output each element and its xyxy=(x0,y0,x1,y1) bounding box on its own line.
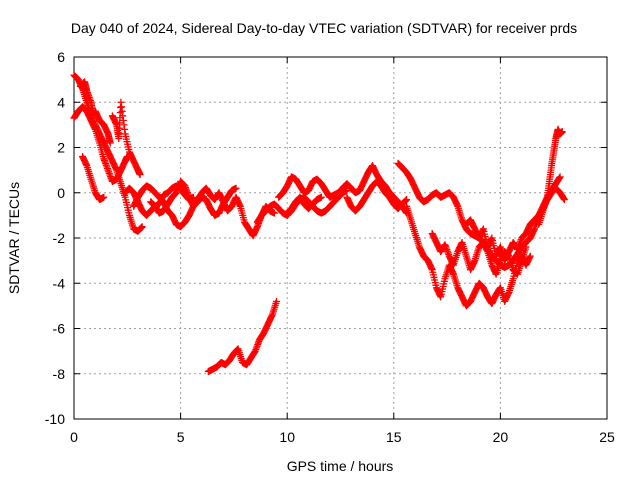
axis-ticks: 0 5 10 15 20 25 -10 -8 -6 -4 -2 0 2 4 6 xyxy=(45,49,615,445)
y-tick-label: -2 xyxy=(53,230,66,246)
data-point xyxy=(136,171,144,179)
data-point xyxy=(317,193,325,201)
data-point xyxy=(189,193,197,201)
data-point xyxy=(343,186,351,194)
series-track-6 xyxy=(108,98,144,179)
data-point xyxy=(403,196,411,204)
x-tick-label: 5 xyxy=(177,429,185,445)
y-tick-label: 6 xyxy=(57,49,65,65)
series-track-10 xyxy=(204,297,281,375)
y-tick-label: 4 xyxy=(57,94,65,110)
data-point xyxy=(106,139,114,147)
x-tick-label: 25 xyxy=(599,429,615,445)
y-tick-label: -4 xyxy=(53,275,66,291)
y-tick-label: 0 xyxy=(57,185,65,201)
x-tick-label: 15 xyxy=(386,429,402,445)
x-axis-label: GPS time / hours xyxy=(287,458,394,474)
data-point xyxy=(526,252,534,260)
data-point xyxy=(273,297,281,305)
data-point xyxy=(100,193,108,201)
series-track-13 xyxy=(283,193,325,217)
y-tick-label: -10 xyxy=(45,411,65,427)
series-track-18 xyxy=(462,184,568,265)
x-tick-label: 20 xyxy=(493,429,509,445)
series-track-14 xyxy=(343,177,411,215)
series-track-9 xyxy=(147,182,197,210)
data-point xyxy=(558,128,566,136)
series-track-4 xyxy=(79,153,108,204)
y-tick-label: -8 xyxy=(53,366,66,382)
chart-title: Day 040 of 2024, Sidereal Day-to-day VTE… xyxy=(71,20,577,36)
data-point xyxy=(560,196,568,204)
x-tick-label: 10 xyxy=(279,429,295,445)
y-axis-label: SDTVAR / TECUs xyxy=(6,182,22,294)
y-tick-label: -6 xyxy=(53,321,66,337)
x-tick-label: 0 xyxy=(70,429,78,445)
data-point xyxy=(556,173,564,181)
data-point xyxy=(270,209,278,217)
series-track-19 xyxy=(535,125,566,228)
y-tick-label: 2 xyxy=(57,140,65,156)
data-point xyxy=(138,223,146,231)
data-series xyxy=(70,71,568,375)
series-track-5 xyxy=(91,107,114,147)
data-point xyxy=(522,243,530,251)
data-point xyxy=(232,184,240,192)
